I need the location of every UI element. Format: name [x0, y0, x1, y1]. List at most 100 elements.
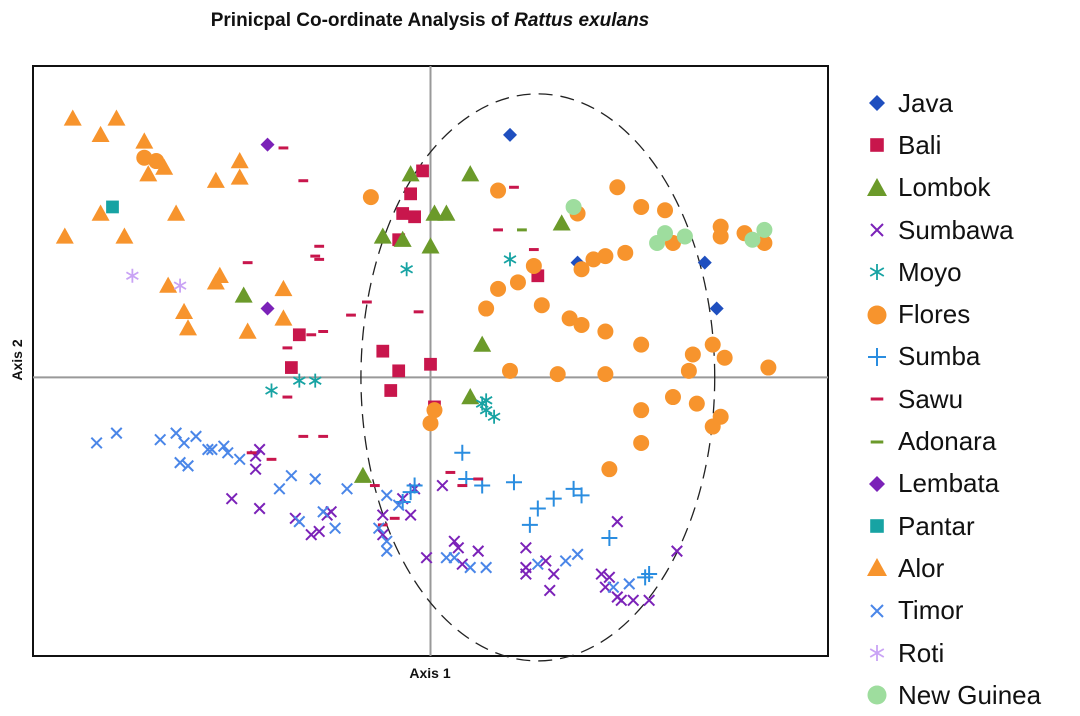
point-flores [617, 244, 634, 261]
point-sumba [601, 530, 618, 546]
legend-label: Sumba [898, 341, 981, 372]
point-timor [341, 482, 353, 495]
point-sumba [529, 500, 546, 517]
point-sumbawa [539, 554, 552, 567]
legend-symbol-pantar [870, 519, 884, 533]
point-timor [273, 482, 286, 495]
point-sumbawa [225, 492, 238, 505]
point-flores [490, 280, 507, 297]
point-flores [664, 389, 681, 406]
legend-label: Alor [898, 552, 945, 583]
point-timor [309, 473, 322, 485]
point-new-guinea [744, 231, 761, 248]
legend-marker-roti [869, 645, 885, 661]
legend-label: Flores [898, 299, 971, 330]
chart-title: Prinicpal Co-ordinate Analysis of Rattus… [0, 10, 860, 32]
point-timor [233, 453, 246, 466]
point-sumba [573, 487, 590, 504]
point-timor [329, 522, 342, 535]
point-sumbawa [472, 545, 485, 558]
point-new-guinea [676, 228, 693, 245]
point-timor [380, 535, 393, 548]
point-bali [416, 164, 429, 178]
point-flores [478, 300, 495, 317]
point-timor [221, 446, 234, 459]
point-sumba [637, 569, 654, 586]
point-timor [559, 554, 572, 567]
point-alor [230, 152, 249, 169]
point-sumbawa [305, 528, 318, 541]
series-new-guinea [565, 198, 773, 251]
point-alor [107, 109, 126, 126]
confidence-ellipse [360, 93, 716, 662]
legend-symbol-roti [869, 645, 885, 661]
point-alor [175, 302, 194, 320]
point-timor [317, 505, 330, 518]
legend-item-new-guinea: New Guinea [862, 674, 1078, 716]
point-lombok [425, 204, 444, 221]
legend-item-adonara: Adonara [862, 420, 1078, 462]
legend-label: Roti [898, 637, 945, 668]
point-lombok [552, 214, 571, 231]
point-sumba [565, 480, 582, 497]
legend-symbol-bali [870, 138, 884, 153]
point-bali [404, 187, 417, 201]
series-pantar [106, 200, 119, 214]
legend-marker-new-guinea [867, 685, 887, 705]
point-alor [159, 276, 178, 293]
plot-area [33, 66, 828, 662]
legend-marker-pantar [870, 519, 884, 533]
legend-symbol-java [869, 95, 885, 112]
point-sumbawa [376, 528, 389, 541]
point-alor [63, 109, 82, 126]
point-bali [424, 357, 437, 371]
legend-item-bali: Bali [862, 124, 1078, 166]
legend-label: Timor [898, 595, 964, 626]
point-sumbawa [670, 545, 683, 558]
point-flores [688, 395, 705, 412]
point-sumbawa [249, 463, 262, 476]
point-sumba [406, 477, 423, 494]
point-lembata [260, 137, 275, 152]
series-lembata [260, 137, 275, 316]
legend-item-sumba: Sumba [862, 336, 1078, 378]
series-flores [136, 149, 777, 478]
point-lombok [421, 237, 440, 254]
point-moyo [292, 373, 306, 388]
point-java [697, 255, 712, 270]
point-flores [680, 362, 697, 379]
legend-marker-alor [867, 558, 887, 577]
point-flores [712, 228, 729, 245]
point-alor [274, 279, 293, 297]
point-flores [716, 349, 733, 366]
point-timor [178, 436, 191, 449]
chart-title-species: Rattus exulans [514, 10, 650, 31]
legend-symbol-sumba [868, 347, 886, 366]
point-alor [55, 227, 74, 244]
point-sumbawa [448, 535, 461, 548]
point-sumba [521, 516, 538, 533]
legend-label: New Guinea [898, 679, 1042, 710]
point-flores [609, 179, 626, 196]
point-timor [448, 551, 461, 564]
point-new-guinea [565, 198, 582, 215]
legend-marker-adonara [870, 440, 884, 444]
point-bali [376, 344, 390, 358]
point-flores [426, 402, 443, 419]
point-lombok [353, 466, 372, 483]
series-alor [55, 109, 293, 339]
point-timor [607, 581, 620, 594]
point-sumba [641, 566, 658, 583]
point-flores [422, 415, 439, 432]
point-alor [230, 168, 249, 185]
point-timor [170, 427, 183, 440]
series-roti [125, 268, 187, 293]
point-sumbawa [420, 551, 433, 564]
point-flores [760, 359, 777, 376]
point-pantar [106, 200, 119, 214]
legend-symbol-moyo [869, 264, 885, 281]
point-alor [91, 204, 110, 221]
point-sumbawa [313, 525, 326, 538]
point-lombok [401, 165, 420, 182]
legend-item-sumbawa: Sumbawa [862, 209, 1078, 251]
